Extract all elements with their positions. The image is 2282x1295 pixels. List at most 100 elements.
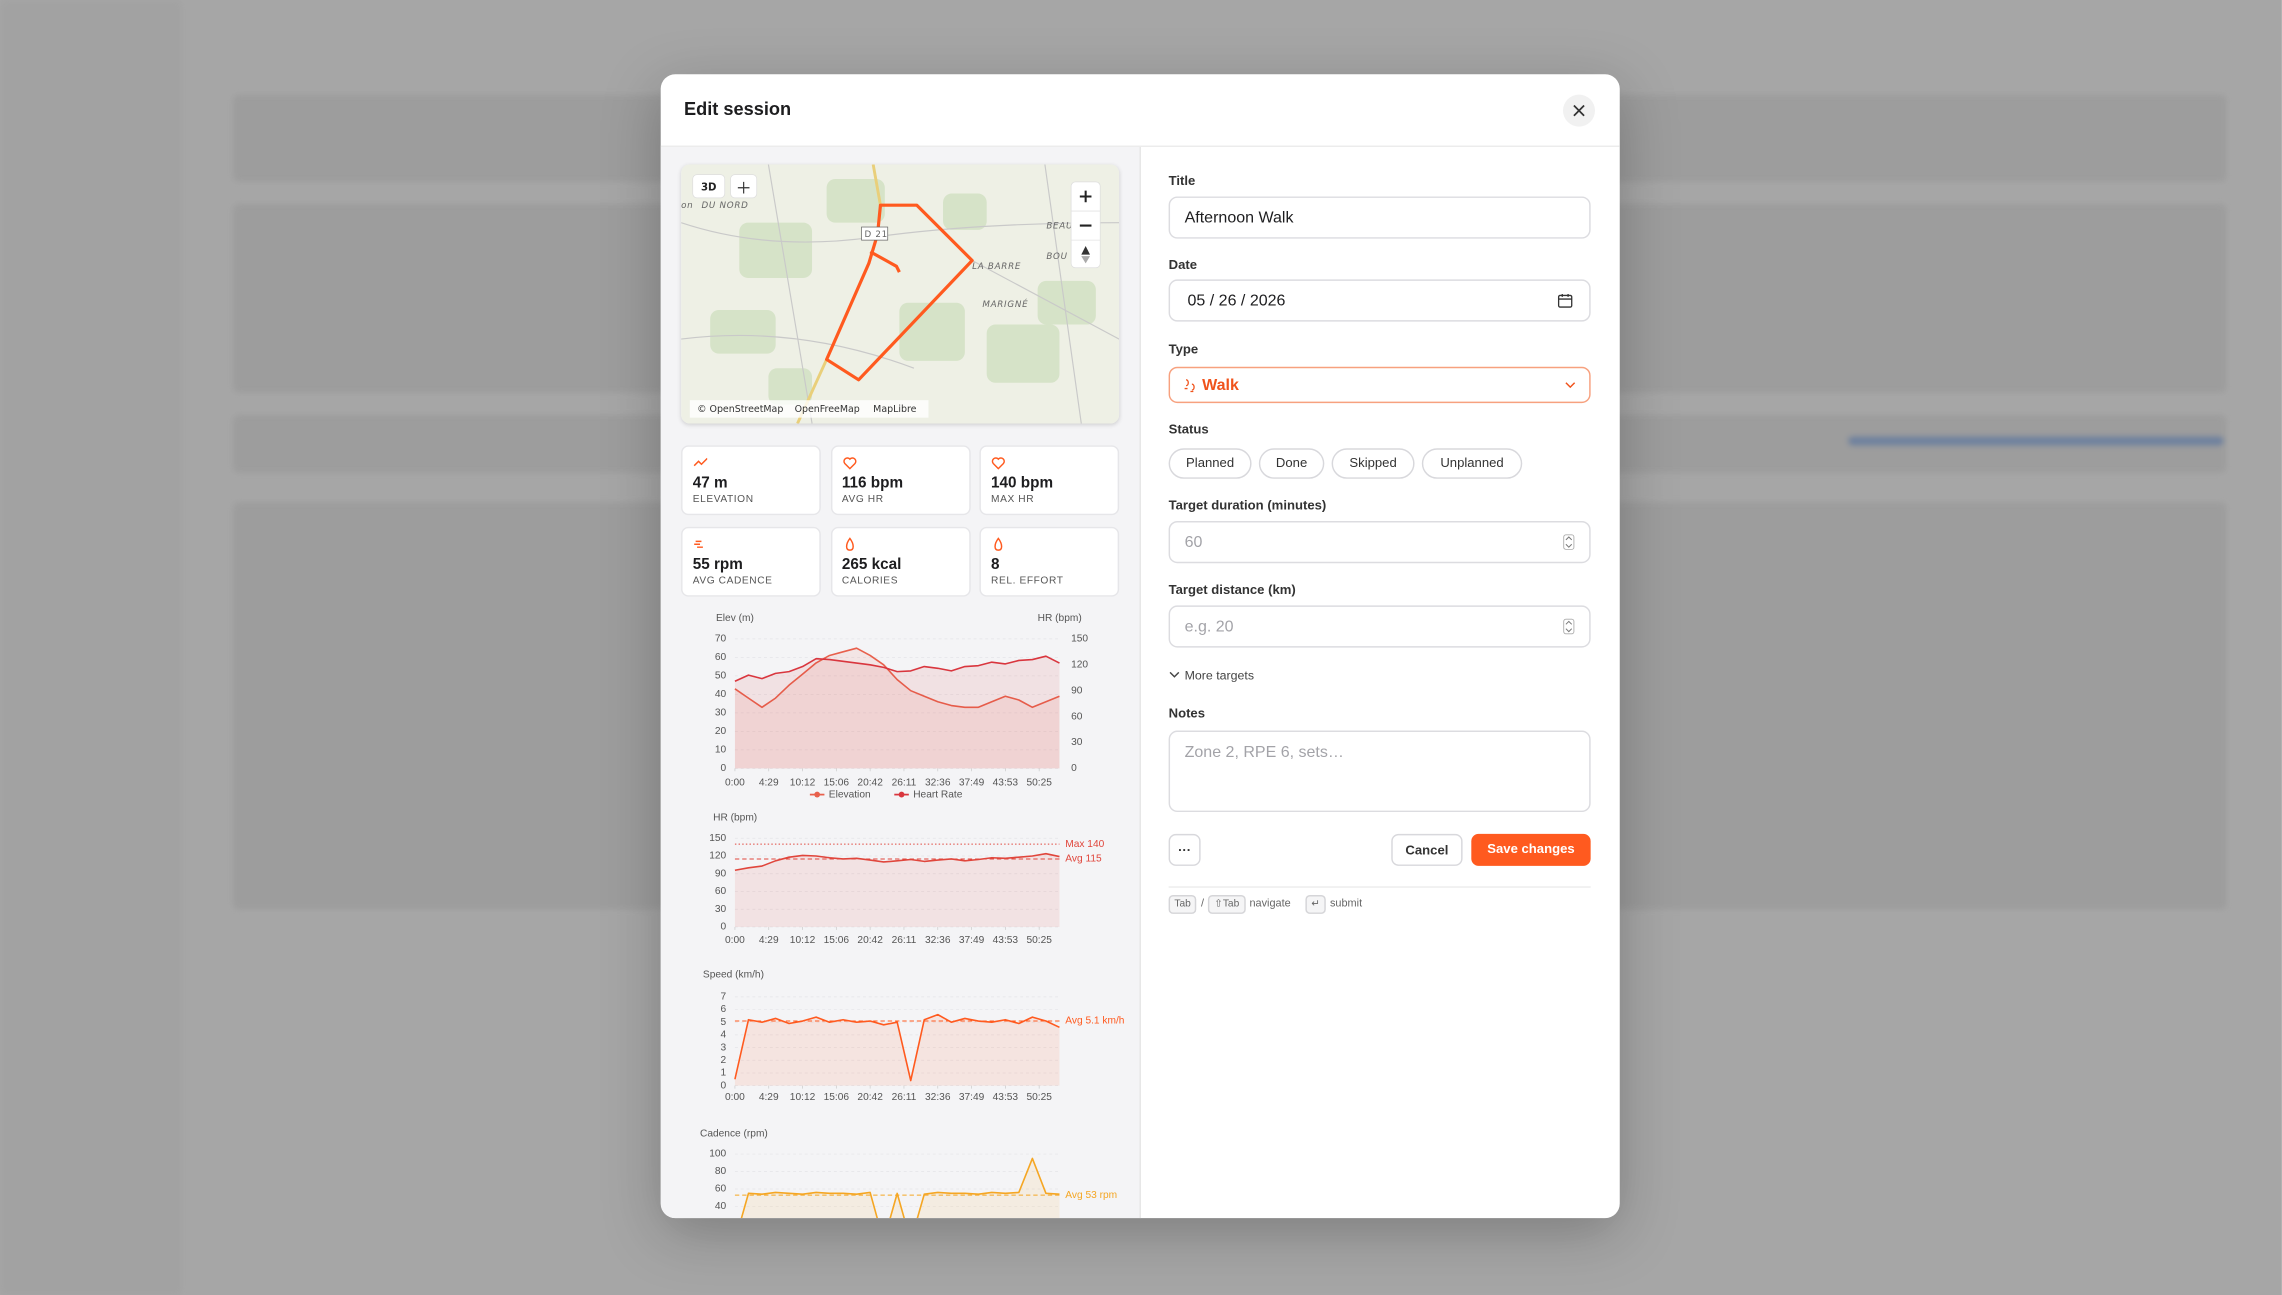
y2-tick-label: 60 <box>1071 711 1083 722</box>
hint-text: navigate <box>1249 896 1291 910</box>
calendar-icon <box>1557 293 1573 308</box>
placeholder: Zone 2, RPE 6, sets… <box>1184 743 1344 762</box>
y-tick-label: 3 <box>721 1042 727 1053</box>
date-input[interactable]: 05 / 26 / 2026 <box>1168 279 1591 322</box>
x-tick-label: 32:36 <box>925 778 951 789</box>
y-tick-label: 30 <box>715 708 727 719</box>
y-tick-label: 5 <box>721 1017 727 1028</box>
status-option[interactable]: Unplanned <box>1421 448 1523 479</box>
edit-session-modal: Edit session <box>660 74 1620 1219</box>
status-option[interactable]: Done <box>1258 448 1325 479</box>
stat-value: 47 m <box>692 474 728 492</box>
y-tick-label: 20 <box>715 726 727 737</box>
stepper[interactable] <box>1563 534 1575 550</box>
stat-card: 140 bpm MAX HR <box>979 445 1120 516</box>
y-tick-label: 150 <box>709 833 726 844</box>
x-tick-label: 26:11 <box>892 1092 917 1103</box>
key: ⇧Tab <box>1208 895 1246 914</box>
stat-icon <box>842 457 856 470</box>
y-tick-label: 1 <box>721 1068 727 1079</box>
stat-card: 47 m ELEVATION <box>681 445 821 516</box>
map-attribution[interactable]: MapLibre <box>873 404 916 415</box>
status-option[interactable]: Skipped <box>1331 448 1415 479</box>
chevron-icon <box>1169 671 1180 678</box>
close-button[interactable] <box>1562 94 1596 127</box>
y-tick-label: 4 <box>721 1030 727 1041</box>
type-select[interactable]: Walk <box>1168 366 1591 404</box>
y-tick-label: 30 <box>715 904 727 915</box>
x-tick-label: 37:49 <box>959 935 985 946</box>
modal-title: Edit session <box>683 98 792 120</box>
reference-label: Avg 53 rpm <box>1065 1190 1117 1201</box>
placeholder: 60 <box>1184 534 1203 552</box>
line <box>740 1157 1060 1219</box>
legend-label: Heart Rate <box>913 789 963 800</box>
route-map[interactable]: on DU NORD D 21 BEAU BOU LA BARRE MARIGN… <box>681 164 1120 424</box>
x-tick-label: 10:12 <box>790 1092 816 1103</box>
activity-charts: Elev (m) HR (bpm)010203040506070030609012… <box>700 613 1124 1219</box>
area <box>734 1014 1060 1086</box>
reference-label: Avg 5.1 km/h <box>1065 1016 1124 1027</box>
y-tick-label: 2 <box>721 1055 727 1066</box>
y-tick-label: 40 <box>715 689 727 700</box>
legend-marker <box>814 791 821 798</box>
duration-input[interactable]: 60 <box>1168 520 1591 564</box>
more-button[interactable]: ··· <box>1168 833 1201 866</box>
y-tick-label: 120 <box>709 851 726 862</box>
line <box>734 655 1060 682</box>
stat-card: 55 rpm AVG CADENCE <box>681 526 821 597</box>
stat-label: ELEVATION <box>692 494 754 505</box>
title-input[interactable]: Afternoon Walk <box>1168 196 1591 239</box>
x-tick-label: 4:29 <box>759 778 779 789</box>
field-label: Notes <box>1168 705 1206 721</box>
place-label: BEAU <box>1046 221 1073 231</box>
reference-label: Avg 115 <box>1065 854 1102 865</box>
stat-value: 265 kcal <box>841 555 902 574</box>
stat-icon <box>694 540 703 548</box>
y-tick-label: 60 <box>715 652 727 663</box>
x-tick-label: 15:06 <box>824 935 850 946</box>
x-tick-label: 43:53 <box>993 1092 1019 1103</box>
divider <box>1168 886 1591 888</box>
placeholder: e.g. 20 <box>1184 618 1234 636</box>
y2-tick-label: 120 <box>1071 659 1088 670</box>
cancel-button[interactable]: Cancel <box>1391 833 1463 866</box>
stepper[interactable] <box>1563 618 1575 635</box>
x-tick-label: 4:29 <box>759 1092 779 1103</box>
save-button[interactable]: Save changes <box>1471 833 1591 866</box>
distance-input[interactable]: e.g. 20 <box>1168 605 1591 648</box>
chevron-icon <box>1565 382 1576 389</box>
key-separator: / <box>1201 896 1205 910</box>
x-tick-label: 0:00 <box>725 1092 745 1103</box>
x-tick-label: 4:29 <box>759 935 779 946</box>
x-tick-label: 20:42 <box>857 935 883 946</box>
y-tick-label: 50 <box>715 671 727 682</box>
stat-label: REL. EFFORT <box>991 576 1064 587</box>
x-tick-label: 26:11 <box>892 778 917 789</box>
field-label: Title <box>1168 173 1196 188</box>
x-tick-label: 50:25 <box>1026 1092 1052 1103</box>
x-tick-label: 32:36 <box>925 1092 951 1103</box>
map-attribution[interactable]: OpenFreeMap <box>795 404 860 415</box>
y-axis-title: Speed (km/h) <box>703 970 764 981</box>
map-attribution[interactable]: © OpenStreetMap <box>697 404 783 415</box>
x-tick-label: 10:12 <box>790 778 816 789</box>
reference-label: Max 140 <box>1065 839 1104 850</box>
y-tick-label: 0 <box>721 763 727 774</box>
x-tick-label: 32:36 <box>925 935 951 946</box>
y2-tick-label: 90 <box>1071 685 1083 696</box>
more-targets-toggle[interactable]: More targets <box>1169 668 1254 683</box>
notes-textarea[interactable]: Zone 2, RPE 6, sets… <box>1168 730 1591 813</box>
y2-tick-label: 30 <box>1071 737 1083 748</box>
place-label: DU NORD <box>701 201 748 211</box>
map-3d-button[interactable] <box>692 174 726 199</box>
status-option[interactable]: Planned <box>1168 448 1252 479</box>
x-tick-label: 50:25 <box>1026 935 1052 946</box>
y2-axis-title: HR (bpm) <box>1038 613 1082 624</box>
y-axis-title: HR (bpm) <box>713 813 757 824</box>
x-tick-label: 37:49 <box>959 778 985 789</box>
x-tick-label: 0:00 <box>725 935 745 946</box>
